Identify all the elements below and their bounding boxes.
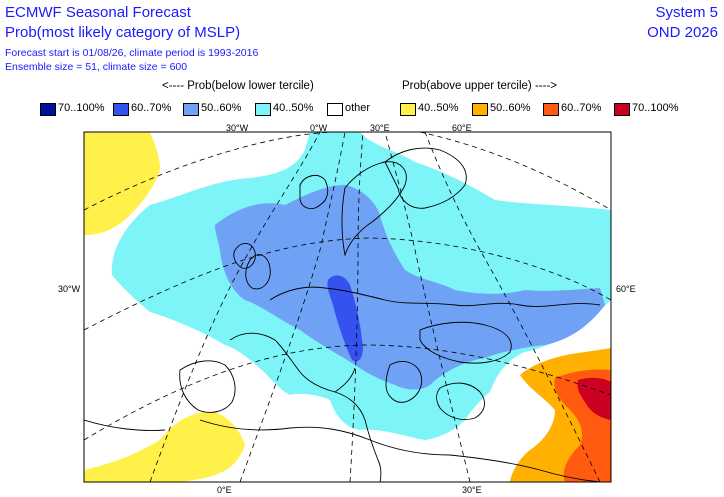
graticule [84, 132, 611, 482]
period-label: OND 2026 [647, 24, 718, 41]
prob-region-60-70-below [327, 275, 363, 362]
forecast-title: ECMWF Seasonal Forecast [5, 4, 191, 21]
legend-label: 50..60% [201, 102, 242, 114]
bottom-lon-label: 30°E [462, 485, 482, 495]
map-frame [83, 131, 612, 483]
prob-region-50-60-below [215, 185, 605, 390]
legend-label: other [345, 102, 371, 114]
left-lon-label: 30°W [58, 284, 81, 294]
legend-swatch [183, 103, 199, 116]
legend-swatch [113, 103, 129, 116]
prob-region-70-100-above [577, 377, 611, 420]
forecast-start-info: Forecast start is 01/08/26, climate peri… [5, 47, 259, 59]
legend-swatch [614, 103, 630, 116]
legend-swatch [472, 103, 488, 116]
legend-swatch [327, 103, 343, 116]
top-lon-label: 30°W [226, 123, 249, 133]
legend-label: 60..70% [131, 102, 172, 114]
legend-label: 60..70% [561, 102, 602, 114]
system-label: System 5 [655, 4, 718, 21]
prob-region-40-50-above [84, 411, 245, 482]
legend-swatch [40, 103, 56, 116]
ensemble-size-info: Ensemble size = 51, climate size = 600 [5, 61, 188, 73]
prob-region-40-50-above [84, 132, 160, 235]
legend-label: 70..100% [58, 102, 105, 114]
legend-label: 40..50% [418, 102, 459, 114]
top-lon-label: 0°W [310, 123, 328, 133]
legend-swatch [543, 103, 559, 116]
coastlines [84, 147, 601, 482]
legend-swatch [255, 103, 271, 116]
legend-label: 70..100% [632, 102, 679, 114]
legend-label: 40..50% [273, 102, 314, 114]
legend-label: 50..60% [490, 102, 531, 114]
top-lon-label: 60°E [452, 123, 472, 133]
legend-header-above: Prob(above upper tercile) ----> [402, 80, 557, 92]
forecast-subtitle: Prob(most likely category of MSLP) [5, 24, 241, 41]
legend-header-below: <---- Prob(below lower tercile) [162, 80, 314, 92]
top-lon-label: 30°E [370, 123, 390, 133]
right-lon-label: 60°E [616, 284, 636, 294]
legend-swatch [400, 103, 416, 116]
bottom-lon-label: 0°E [217, 485, 232, 495]
